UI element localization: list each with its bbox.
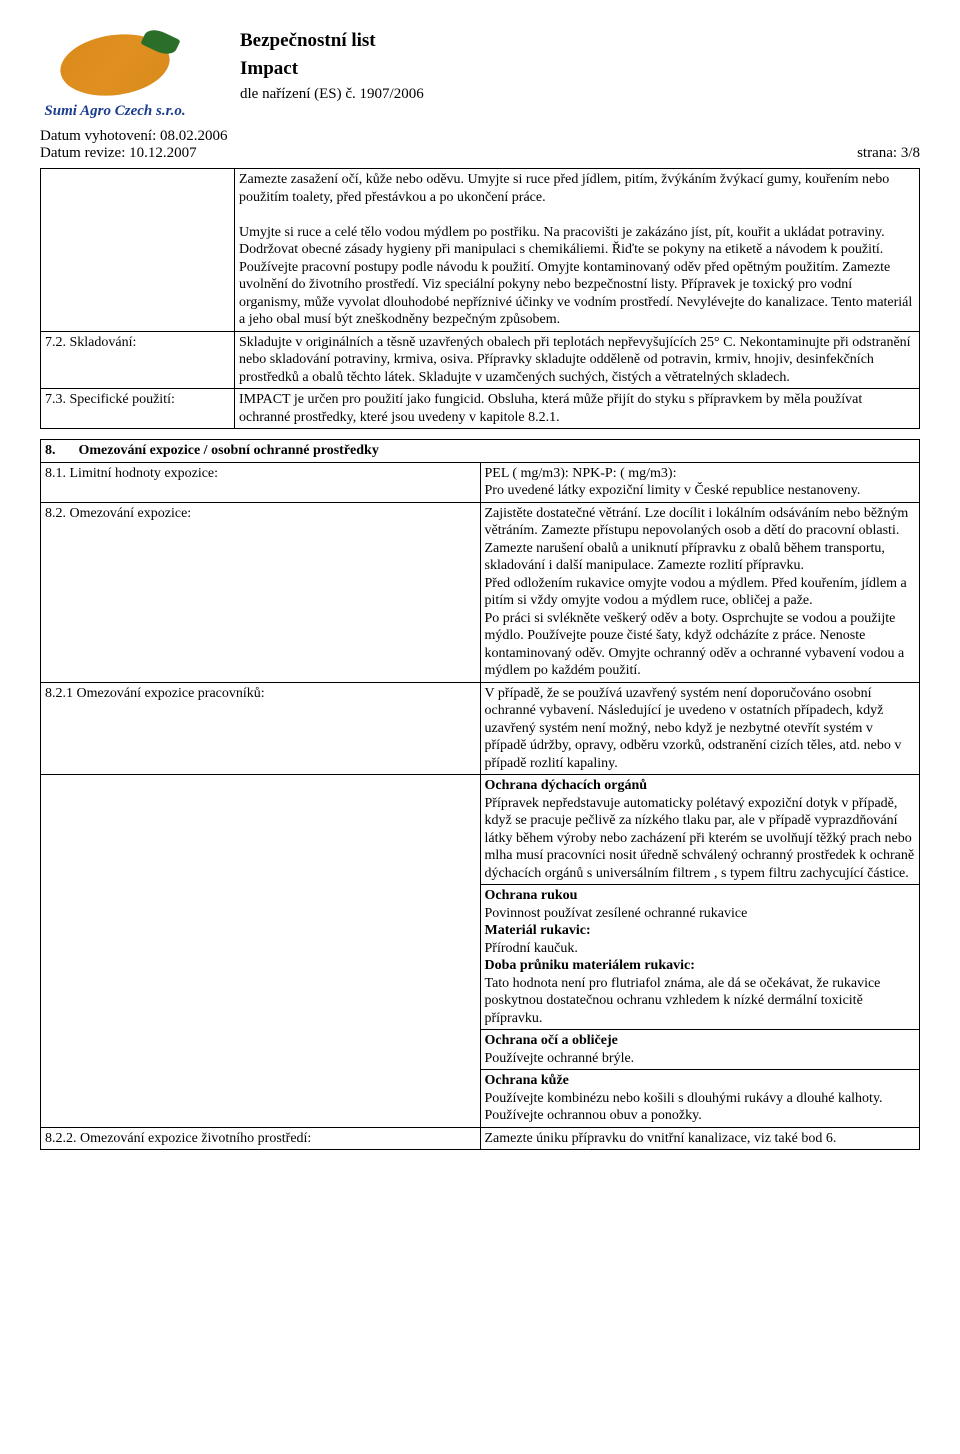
intro-para2: Umyjte si ruce a celé tělo vodou mýdlem … xyxy=(239,224,915,329)
cell-eyes: Ochrana očí a obličeje Používejte ochran… xyxy=(480,1030,920,1070)
document-header: Sumi Agro Czech s.r.o. Bezpečnostní list… xyxy=(40,30,920,120)
respiratory-heading: Ochrana dýchacích orgánů xyxy=(485,777,916,795)
hands-text1: Povinnost používat zesílené ochranné ruk… xyxy=(485,905,916,923)
text-8-2-2: Zamezte úniku přípravku do vnitřní kanal… xyxy=(480,1127,920,1150)
regulation-ref: dle nařízení (ES) č. 1907/2006 xyxy=(240,86,920,103)
label-8-2-2: 8.2.2. Omezování expozice životního pros… xyxy=(41,1127,481,1150)
date-revision: 10.12.2007 xyxy=(129,145,197,161)
label-8-2: 8.2. Omezování expozice: xyxy=(41,502,481,682)
hands-heading: Ochrana rukou xyxy=(485,887,916,905)
respiratory-text: Přípravek nepředstavuje automaticky polé… xyxy=(485,795,916,883)
text-8-2-1: V případě, že se používá uzavřený systém… xyxy=(480,682,920,775)
label-8-2-1: 8.2.1 Omezování expozice pracovníků: xyxy=(41,682,481,775)
eyes-heading: Ochrana očí a obličeje xyxy=(485,1032,916,1050)
skin-text: Používejte kombinézu nebo košili s dlouh… xyxy=(485,1090,916,1125)
company-logo: Sumi Agro Czech s.r.o. xyxy=(40,30,190,120)
title-block: Bezpečnostní list Impact dle nařízení (E… xyxy=(240,30,920,103)
text-8-2: Zajistěte dostatečné větrání. Lze docíli… xyxy=(480,502,920,682)
page-number: strana: 3/8 xyxy=(857,145,920,162)
logo-company-name: Sumi Agro Czech s.r.o. xyxy=(40,103,190,120)
intro-para1: Zamezte zasažení očí, kůže nebo oděvu. U… xyxy=(239,171,915,206)
product-name: Impact xyxy=(240,58,920,80)
hands-duration-heading: Doba průniku materiálem rukavic: xyxy=(485,957,916,975)
cell-hands: Ochrana rukou Povinnost používat zesílen… xyxy=(480,885,920,1030)
hands-material-text: Přírodní kaučuk. xyxy=(485,940,916,958)
section-8-title: Omezování expozice / osobní ochranné pro… xyxy=(79,443,379,458)
text-7-2: Skladujte v originálních a těsně uzavřen… xyxy=(235,331,920,389)
cell-empty xyxy=(41,169,235,332)
hands-duration-text: Tato hodnota není pro flutriafol známa, … xyxy=(485,975,916,1028)
date-created: 08.02.2006 xyxy=(160,128,228,144)
eyes-text: Používejte ochranné brýle. xyxy=(485,1050,916,1068)
cell-respiratory: Ochrana dýchacích orgánů Přípravek nepře… xyxy=(480,775,920,885)
text-8-1: PEL ( mg/m3): NPK-P: ( mg/m3): Pro uvede… xyxy=(480,462,920,502)
label-7-2: 7.2. Skladování: xyxy=(41,331,235,389)
content-table-1: Zamezte zasažení očí, kůže nebo oděvu. U… xyxy=(40,168,920,429)
label-8-1: 8.1. Limitní hodnoty expozice: xyxy=(41,462,481,502)
label-7-3: 7.3. Specifické použití: xyxy=(41,389,235,429)
skin-heading: Ochrana kůže xyxy=(485,1072,916,1090)
cell-intro: Zamezte zasažení očí, kůže nebo oděvu. U… xyxy=(235,169,920,332)
hands-material-heading: Materiál rukavic: xyxy=(485,922,916,940)
cell-skin: Ochrana kůže Používejte kombinézu nebo k… xyxy=(480,1070,920,1128)
section-8-header: 8. Omezování expozice / osobní ochranné … xyxy=(41,440,920,463)
content-table-2: 8. Omezování expozice / osobní ochranné … xyxy=(40,439,920,1150)
date-created-label: Datum vyhotovení: xyxy=(40,128,156,144)
cell-protection-empty xyxy=(41,775,481,1128)
section-8-num: 8. xyxy=(45,442,75,460)
text-7-3: IMPACT je určen pro použití jako fungici… xyxy=(235,389,920,429)
dates-block: Datum vyhotovení: 08.02.2006 Datum reviz… xyxy=(40,128,920,162)
date-revision-label: Datum revize: xyxy=(40,145,125,161)
doc-title: Bezpečnostní list xyxy=(240,30,920,52)
